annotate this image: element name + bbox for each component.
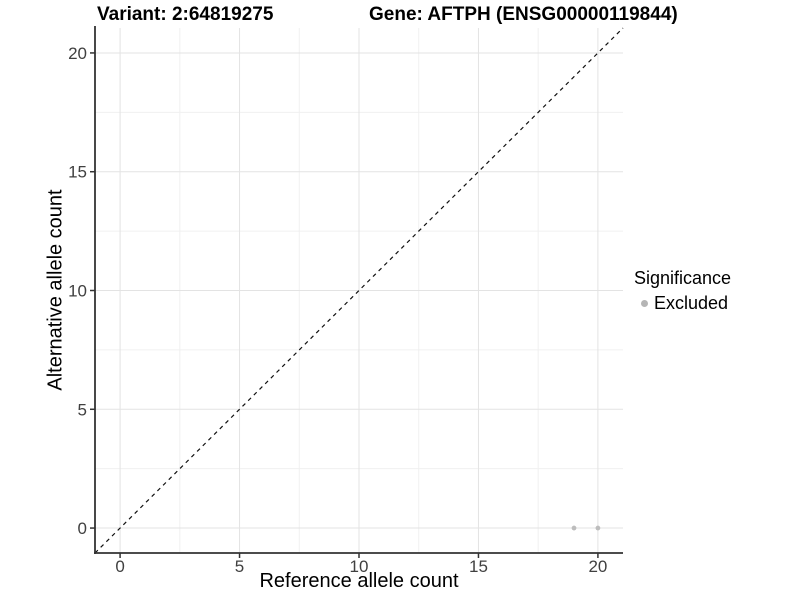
data-point bbox=[571, 525, 577, 531]
y-tick-label: 15 bbox=[68, 163, 87, 182]
gene-title: Gene: AFTPH (ENSG00000119844) bbox=[369, 4, 678, 25]
legend-point-icon bbox=[641, 300, 648, 307]
legend-item-label: Excluded bbox=[654, 293, 729, 313]
x-axis-title: Reference allele count bbox=[259, 570, 459, 592]
variant-title: Variant: 2:64819275 bbox=[97, 4, 274, 25]
legend-item-excluded: Excluded bbox=[634, 293, 731, 314]
y-tick-label: 10 bbox=[68, 282, 87, 301]
legend: Significance Excluded bbox=[634, 268, 731, 314]
y-tick-label: 0 bbox=[78, 519, 87, 538]
data-point bbox=[595, 525, 601, 531]
y-tick-label: 5 bbox=[78, 400, 87, 419]
legend-title: Significance bbox=[634, 268, 732, 288]
x-tick-label: 0 bbox=[115, 557, 124, 576]
x-tick-label: 10 bbox=[350, 557, 369, 576]
x-tick-label: 5 bbox=[235, 557, 244, 576]
y-tick-label: 20 bbox=[68, 44, 87, 63]
x-tick-label: 15 bbox=[469, 557, 488, 576]
x-tick-label: 20 bbox=[588, 557, 607, 576]
